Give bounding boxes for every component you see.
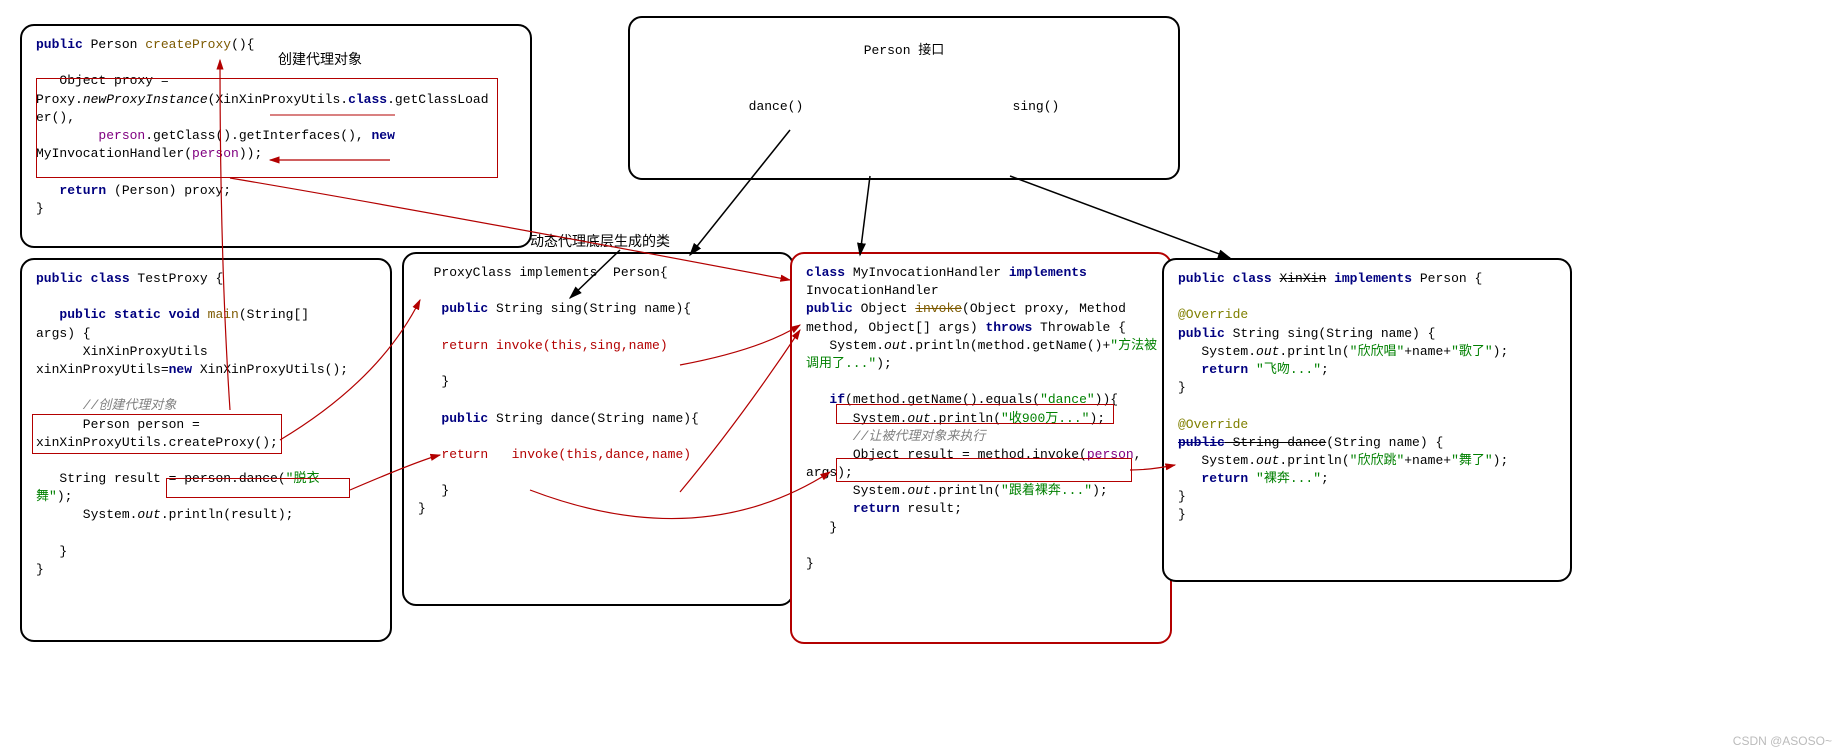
test-proxy-box: public class TestProxy { public static v… <box>20 258 392 642</box>
create-proxy-code: public Person createProxy(){ Object prox… <box>36 36 516 218</box>
watermark: CSDN @ASOSO~ <box>1733 733 1832 750</box>
proxy-class-box: ProxyClass implements Person{ public Str… <box>402 252 794 606</box>
interface-method-dance: dance() <box>749 98 804 116</box>
xinxin-code: public class XinXin implements Person { … <box>1178 270 1556 525</box>
interface-box: Person 接口 dance() sing() <box>628 16 1180 180</box>
dyn-proxy-label: 动态代理底层生成的类 <box>530 232 670 252</box>
create-proxy-box: public Person createProxy(){ Object prox… <box>20 24 532 248</box>
create-proxy-comment-label: 创建代理对象 <box>278 50 362 70</box>
handler-box: class MyInvocationHandler implements Inv… <box>790 252 1172 644</box>
interface-title: Person 接口 <box>864 43 945 58</box>
test-proxy-code: public class TestProxy { public static v… <box>36 270 376 579</box>
interface-method-sing: sing() <box>1013 98 1060 116</box>
xinxin-box: public class XinXin implements Person { … <box>1162 258 1572 582</box>
proxy-class-code: ProxyClass implements Person{ public Str… <box>418 264 778 519</box>
handler-code: class MyInvocationHandler implements Inv… <box>806 264 1156 573</box>
